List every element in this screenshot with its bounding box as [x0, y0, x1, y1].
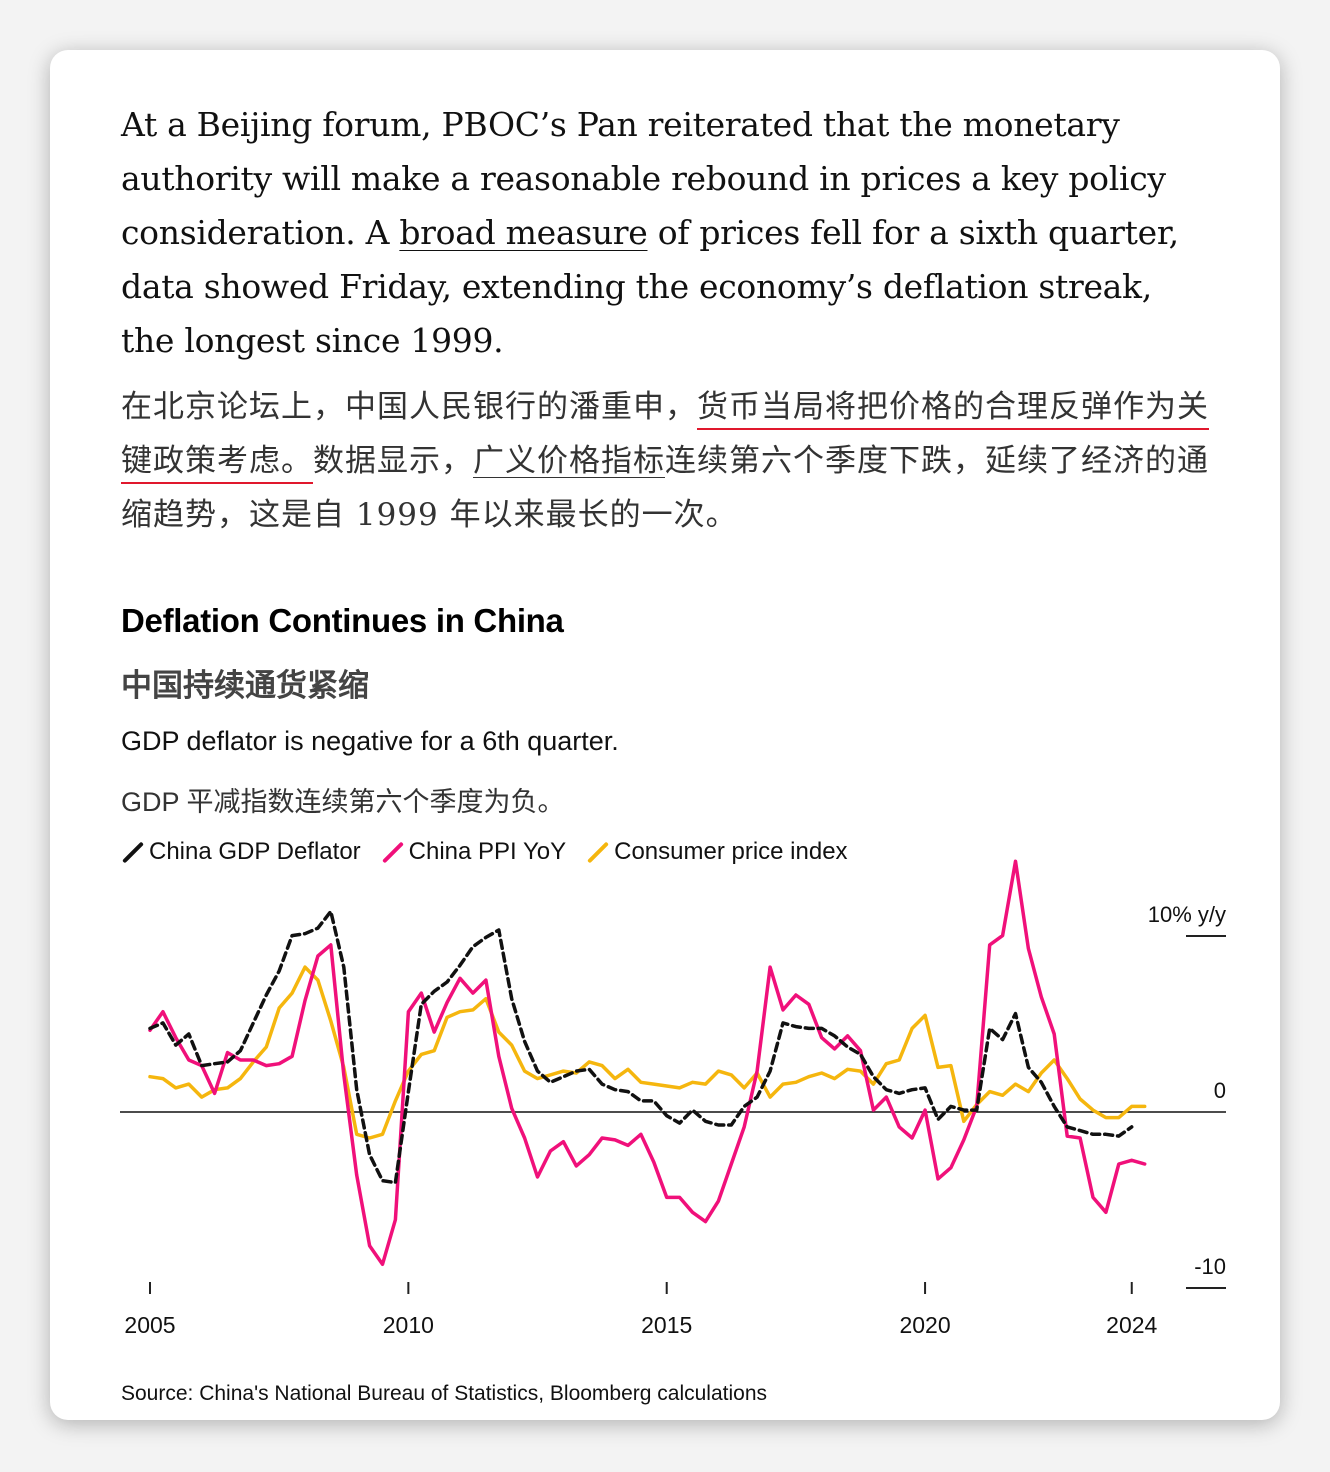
y-unit-label: 10% y/y	[1148, 902, 1226, 927]
legend-label-ppi: China PPI YoY	[408, 838, 567, 865]
legend-item-ppi: China PPI YoY	[381, 838, 566, 866]
chinese-paragraph: 在北京论坛上，中国人民银行的潘重申，货币当局将把价格的合理反弹作为关键政策考虑。…	[121, 380, 1211, 542]
legend-label-gdp-deflator: China GDP Deflator	[149, 838, 361, 865]
english-text-part2: of prices fell for a sixth quarter, data…	[121, 213, 1179, 360]
chart-title: Deflation Continues in China	[121, 602, 564, 639]
english-paragraph: At a Beijing forum, PBOC’s Pan reiterate…	[121, 98, 1211, 368]
chart-plot: 10% y/y 0 -10 2005 2010 2015 2020 2024	[120, 859, 1226, 1338]
x-tick-label-2020: 2020	[899, 1312, 950, 1338]
chart-title-chinese: 中国持续通货紧缩	[121, 668, 369, 703]
chinese-text-part3: 数据显示，	[313, 443, 473, 479]
legend-item-gdp-deflator: China GDP Deflator	[121, 838, 361, 866]
legend-label-cpi: Consumer price index	[614, 838, 848, 865]
chart-legend: China GDP Deflator China PPI YoY Consume…	[121, 838, 868, 866]
x-tick-label-2010: 2010	[383, 1312, 434, 1338]
y-tick-label-minus-10: -10	[1194, 1254, 1226, 1279]
chinese-broad-measure-link[interactable]: 广义价格指标	[473, 443, 665, 479]
chinese-highlight-red-underline: 货币当局将把价格的合理反弹作为关键政策考虑。	[121, 389, 1209, 484]
article-card: At a Beijing forum, PBOC’s Pan reiterate…	[50, 50, 1280, 1420]
english-text-part1: At a Beijing forum, PBOC’s Pan reiterate…	[121, 105, 1166, 252]
series-line-china-gdp-deflator	[148, 909, 1134, 1185]
chart-subtitle: GDP deflator is negative for a 6th quart…	[121, 726, 619, 756]
series-line-china-ppi-yoy	[148, 859, 1147, 1267]
chinese-text-part1: 在北京论坛上，中国人民银行的潘重申，	[121, 389, 697, 425]
x-tick-label-2015: 2015	[641, 1312, 692, 1338]
chart-subtitle-chinese: GDP 平减指数连续第六个季度为负。	[121, 787, 565, 817]
y-axis-markers: 10% y/y 0 -10	[1148, 902, 1226, 1289]
chart-source: Source: China's National Bureau of Stati…	[121, 1382, 768, 1405]
x-tick-label-2005: 2005	[124, 1312, 175, 1338]
y-tick-label-zero: 0	[1214, 1078, 1226, 1103]
chinese-text-part5: 连续第六个季度下跌，延续了经济的通缩趋势，这是自 1999 年以来最长的一次。	[121, 443, 1209, 533]
x-axis: 2005 2010 2015 2020 2024	[124, 1282, 1158, 1338]
x-tick-label-2024: 2024	[1106, 1312, 1157, 1338]
legend-item-cpi: Consumer price index	[586, 838, 848, 866]
series-lines	[148, 859, 1147, 1267]
broad-measure-link[interactable]: broad measure	[399, 213, 648, 252]
